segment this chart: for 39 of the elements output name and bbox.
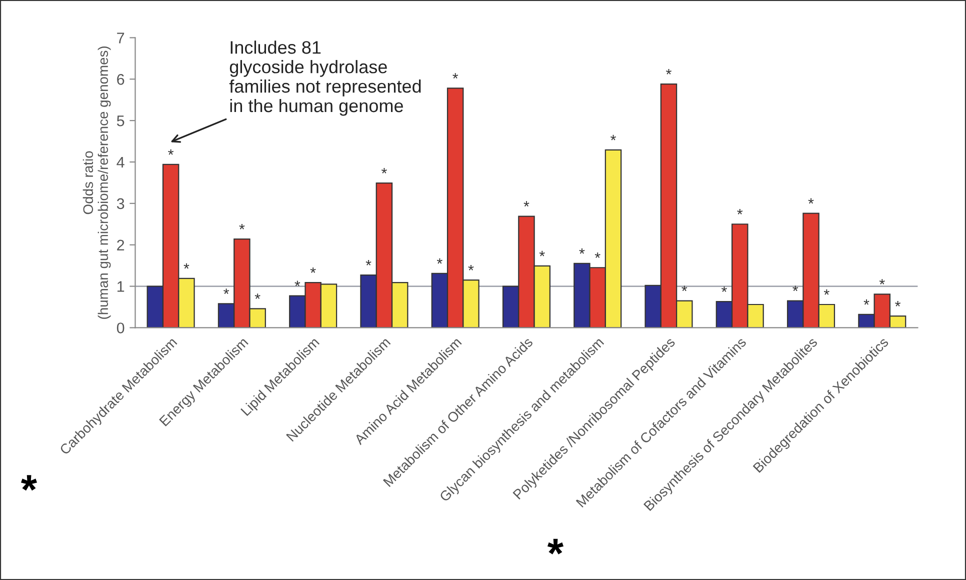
y-tick-label: 1 — [117, 281, 124, 292]
y-tick-label: 4 — [116, 157, 124, 168]
data-label: * — [310, 267, 316, 273]
data-label: * — [808, 198, 814, 204]
data-label: * — [436, 258, 442, 264]
data-label: * — [737, 209, 743, 214]
data-label: * — [824, 289, 830, 295]
data-label: * — [381, 168, 387, 174]
y-tick-label: 7 — [117, 32, 124, 44]
data-label: * — [682, 286, 688, 292]
y-tick-label: 0 — [116, 322, 124, 334]
data-label: * — [184, 263, 190, 269]
y-tick-label: 6 — [117, 74, 124, 85]
annotation: Includes 81 glycoside hydrolase families not represented in the human genome — [229, 40, 421, 116]
y-tick-label: 5 — [116, 116, 124, 126]
data-label: * — [895, 301, 901, 306]
y-tick-label: 2 — [117, 240, 124, 250]
data-label: * — [610, 134, 616, 140]
data-label: * — [468, 264, 474, 270]
data-label: * — [666, 69, 672, 74]
data-label: * — [879, 279, 885, 284]
data-label: * — [792, 286, 798, 292]
data-label: * — [539, 250, 545, 256]
data-label: * — [524, 201, 530, 207]
text: * — [547, 538, 564, 554]
y-tick-label: 3 — [116, 198, 124, 210]
data-label: * — [239, 224, 245, 230]
data-label: * — [579, 248, 585, 254]
data-label: * — [224, 288, 230, 294]
data-label: * — [864, 299, 870, 305]
data-label: * — [452, 73, 458, 79]
data-label: * — [294, 280, 300, 286]
data-label: * — [254, 294, 260, 299]
data-label: * — [721, 286, 727, 292]
y-axis-title: Odds ratio (human gut microbiome/reference genomes) — [82, 46, 111, 319]
data-label: * — [168, 149, 174, 155]
data-label: * — [594, 252, 600, 258]
data-label: * — [366, 260, 372, 266]
text: * — [20, 475, 38, 491]
